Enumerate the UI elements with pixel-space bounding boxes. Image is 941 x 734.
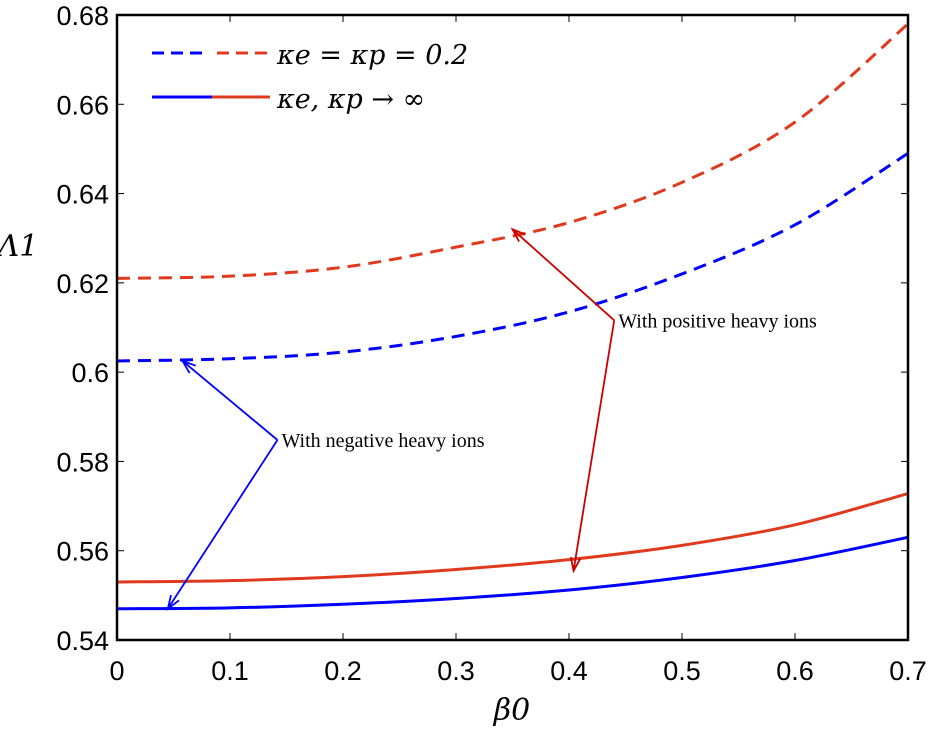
x-tick-label: 0.3 — [437, 656, 475, 686]
y-tick-label: 0.56 — [56, 537, 109, 567]
x-tick-label: 0 — [109, 656, 124, 686]
y-axis-label: Λ1 — [0, 229, 38, 264]
y-tick-label: 0.64 — [56, 180, 109, 210]
arrowhead-icon — [510, 227, 526, 243]
x-tick-label: 0.1 — [211, 656, 249, 686]
y-tick-label: 0.6 — [71, 358, 109, 388]
legend-label-dashed: κe = κp = 0.2 — [276, 40, 468, 71]
annotation-arrow — [167, 439, 279, 610]
x-tick-label: 0.6 — [776, 656, 814, 686]
plot-frame — [115, 13, 910, 642]
x-tick-label: 0.5 — [663, 656, 701, 686]
annotation-arrow — [181, 360, 279, 441]
x-tick-label: 0.2 — [324, 656, 362, 686]
arrowhead-icon — [180, 359, 197, 374]
legend-label-solid: κe, κp → ∞ — [276, 84, 425, 115]
annotation-arrow — [511, 228, 615, 322]
arrowhead-icon — [570, 556, 582, 574]
y-tick-label: 0.68 — [56, 1, 109, 31]
x-tick-label: 0.4 — [550, 656, 588, 686]
y-tick-label: 0.54 — [56, 626, 109, 656]
annotation-label: With negative heavy ions — [281, 430, 484, 452]
series-line-solid-3 — [116, 535, 909, 611]
y-tick-label: 0.66 — [56, 90, 109, 120]
axis-ticks: 0 0.1 0.2 0.3 0.4 0.5 0.6 0.7 0.54 0.56 0.58 0.6 0.6… — [56, 1, 926, 686]
annotations: With positive heavy ions With negative he… — [166, 227, 817, 611]
arrowhead-icon — [166, 594, 180, 611]
y-tick-label: 0.62 — [56, 269, 109, 299]
plot-area — [116, 22, 909, 611]
legend: κe = κp = 0.2 κe, κp → ∞ — [152, 40, 468, 115]
series-line-dashed-1 — [116, 152, 909, 363]
annotation-label: With positive heavy ions — [618, 310, 817, 332]
annotation-arrow — [572, 320, 616, 571]
series-line-dashed-0 — [116, 22, 909, 280]
x-axis-label: β0 — [493, 693, 530, 728]
x-tick-label: 0.7 — [889, 656, 927, 686]
y-tick-label: 0.58 — [56, 447, 109, 477]
series-line-solid-2 — [116, 492, 909, 584]
